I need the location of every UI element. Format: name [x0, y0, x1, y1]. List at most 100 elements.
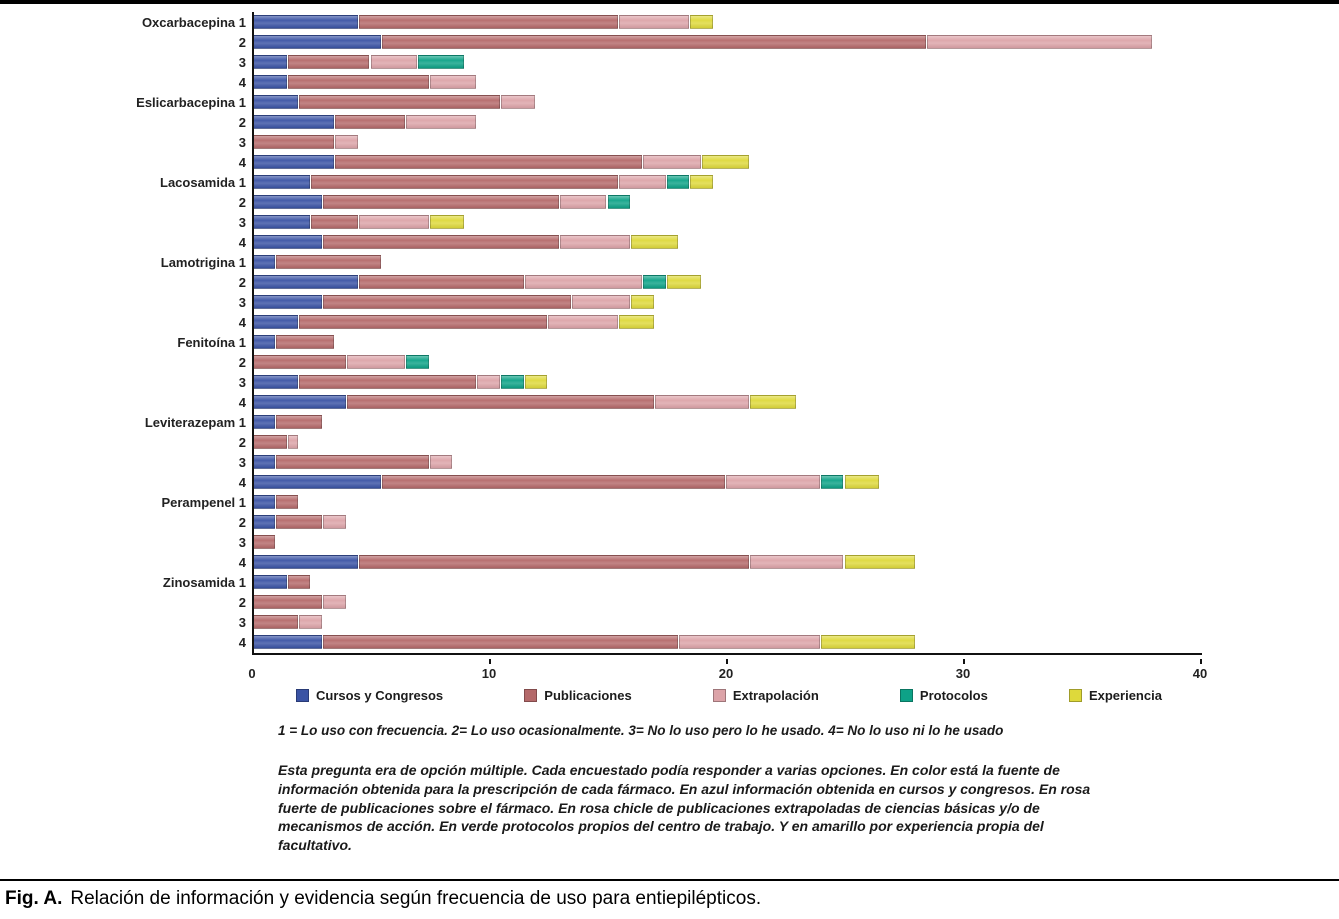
- bar-track: [252, 435, 1200, 449]
- bar-segment-extrapolacion: [749, 555, 844, 569]
- y-axis-label: 3: [238, 374, 246, 390]
- bar-segment-extrapolacion: [323, 515, 346, 529]
- bar-track: [252, 575, 1200, 589]
- bar-row: 3: [0, 132, 1200, 152]
- bar-track: [252, 15, 1200, 29]
- bar-segment-publicaciones: [252, 595, 323, 609]
- bar-segment-cursos: [252, 15, 358, 29]
- bar-segment-publicaciones: [346, 395, 654, 409]
- bar-segment-publicaciones: [323, 195, 560, 209]
- bar-segment-publicaciones: [299, 375, 477, 389]
- legend-item: Extrapolación: [712, 688, 819, 703]
- bar-row: 4: [0, 232, 1200, 252]
- y-axis-label: Fenitoína 1: [177, 334, 246, 350]
- bar-segment-publicaciones: [287, 75, 429, 89]
- bar-segment-cursos: [252, 575, 287, 589]
- y-axis-label: Lamotrigina 1: [160, 254, 246, 270]
- y-axis-label: 2: [238, 514, 246, 530]
- bar-segment-cursos: [252, 95, 299, 109]
- bar-row: 4: [0, 312, 1200, 332]
- legend-item: Cursos y Congresos: [296, 688, 443, 703]
- y-axis-label: 2: [238, 594, 246, 610]
- bar-row: 4: [0, 392, 1200, 412]
- x-axis-line: [252, 653, 1202, 655]
- y-axis-label: 4: [238, 474, 246, 490]
- bar-track: [252, 495, 1200, 509]
- bar-segment-cursos: [252, 155, 334, 169]
- bar-segment-extrapolacion: [643, 155, 702, 169]
- bar-row: 3: [0, 372, 1200, 392]
- bar-segment-cursos: [252, 75, 287, 89]
- bar-segment-extrapolacion: [287, 435, 299, 449]
- bar-segment-cursos: [252, 555, 358, 569]
- bar-track: [252, 395, 1200, 409]
- bar-segment-cursos: [252, 315, 299, 329]
- bar-row: 4: [0, 152, 1200, 172]
- x-axis-tick: [489, 659, 491, 664]
- y-axis-line: [252, 12, 254, 654]
- legend-item: Experiencia: [1068, 688, 1162, 703]
- y-axis-label: 3: [238, 294, 246, 310]
- bar-segment-extrapolacion: [429, 75, 477, 89]
- top-rule: [0, 0, 1339, 4]
- bar-row: 3: [0, 292, 1200, 312]
- bar-segment-publicaciones: [334, 155, 643, 169]
- bar-segment-extrapolacion: [560, 195, 607, 209]
- bar-row: 3: [0, 452, 1200, 472]
- figure-caption: Fig. A. Relación de información y evidenc…: [5, 888, 761, 910]
- bar-segment-cursos: [252, 35, 382, 49]
- bar-track: [252, 475, 1200, 489]
- x-axis-tick: [726, 659, 728, 664]
- scale-note: 1 = Lo uso con frecuencia. 2= Lo uso oca…: [278, 723, 1004, 738]
- bar-row: Oxcarbacepina 1: [0, 12, 1200, 32]
- caption-text: Relación de información y evidencia segú…: [70, 888, 762, 909]
- bar-segment-publicaciones: [275, 335, 334, 349]
- legend-swatch-protocolos: [899, 689, 913, 702]
- bar-segment-cursos: [252, 475, 382, 489]
- y-axis-label: 2: [238, 194, 246, 210]
- bar-segment-protocolos: [417, 55, 465, 69]
- bar-segment-extrapolacion: [429, 455, 453, 469]
- bar-track: [252, 275, 1200, 289]
- bar-segment-publicaciones: [275, 495, 299, 509]
- bar-row: 2: [0, 432, 1200, 452]
- caption-prefix: Fig. A.: [5, 888, 63, 909]
- bar-segment-experiencia: [702, 155, 749, 169]
- bar-segment-extrapolacion: [654, 395, 749, 409]
- bar-row: 2: [0, 32, 1200, 52]
- bar-track: [252, 355, 1200, 369]
- bar-segment-extrapolacion: [619, 175, 666, 189]
- bar-row: 3: [0, 52, 1200, 72]
- bar-track: [252, 135, 1200, 149]
- chart-legend: Cursos y Congresos Publicaciones Extrapola…: [296, 688, 1162, 703]
- bar-track: [252, 55, 1200, 69]
- x-axis-tick-label: 40: [1192, 666, 1208, 681]
- y-axis-label: 3: [238, 454, 246, 470]
- bar-track: [252, 555, 1200, 569]
- bar-row: 2: [0, 272, 1200, 292]
- bar-segment-cursos: [252, 515, 275, 529]
- bar-row: 4: [0, 552, 1200, 572]
- bar-segment-extrapolacion: [370, 55, 417, 69]
- bar-track: [252, 615, 1200, 629]
- bar-segment-cursos: [252, 215, 311, 229]
- bar-track: [252, 175, 1200, 189]
- bar-track: [252, 215, 1200, 229]
- legend-label: Extrapolación: [732, 688, 819, 703]
- x-axis-tick-label: 10: [481, 666, 497, 681]
- bar-track: [252, 315, 1200, 329]
- y-axis-label: 4: [238, 634, 246, 650]
- bar-segment-cursos: [252, 55, 287, 69]
- bar-segment-extrapolacion: [548, 315, 619, 329]
- bar-row: Leviterazepam 1: [0, 412, 1200, 432]
- bar-segment-publicaciones: [252, 615, 299, 629]
- bar-row: 4: [0, 632, 1200, 652]
- legend-label: Protocolos: [919, 688, 988, 703]
- bar-row: 2: [0, 192, 1200, 212]
- y-axis-label: Zinosamida 1: [162, 574, 246, 590]
- y-axis-label: 2: [238, 114, 246, 130]
- bar-segment-experiencia: [631, 295, 654, 309]
- y-axis-label: 2: [238, 434, 246, 450]
- bar-segment-publicaciones: [323, 235, 560, 249]
- bar-track: [252, 155, 1200, 169]
